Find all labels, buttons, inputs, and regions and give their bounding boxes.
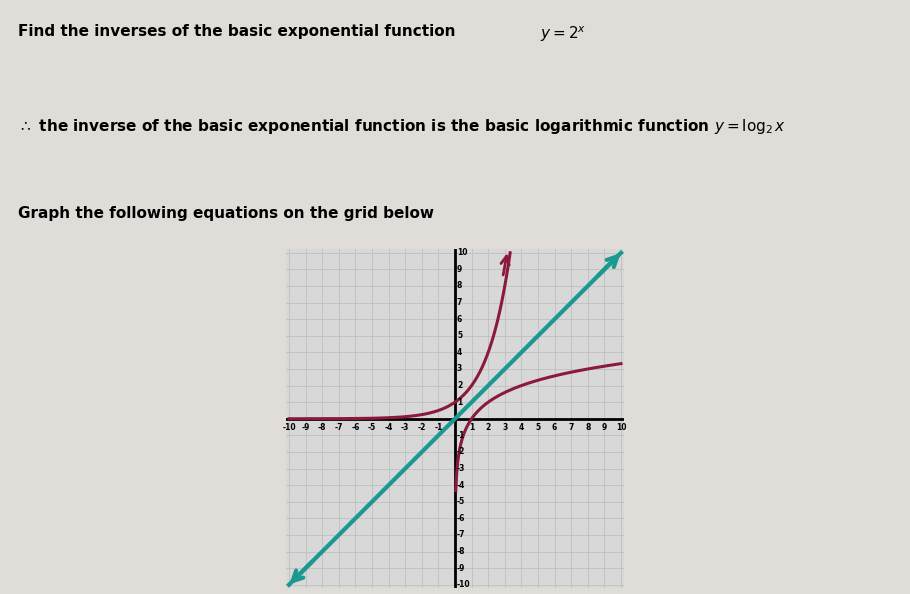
Text: 5: 5	[535, 423, 541, 432]
Text: 7: 7	[569, 423, 574, 432]
Text: 10: 10	[616, 423, 626, 432]
Text: -5: -5	[457, 497, 465, 506]
Text: 9: 9	[457, 265, 462, 274]
Text: -3: -3	[401, 423, 410, 432]
Text: -2: -2	[457, 447, 465, 456]
Text: 2: 2	[486, 423, 490, 432]
Text: $y = \log_2 x$: $y = \log_2 x$	[380, 430, 459, 452]
Text: 8: 8	[585, 423, 591, 432]
Text: 1: 1	[469, 423, 474, 432]
Text: -4: -4	[384, 423, 393, 432]
Text: $y = x$: $y = x$	[393, 357, 436, 375]
Text: 6: 6	[552, 423, 557, 432]
Text: 2: 2	[457, 381, 462, 390]
Text: -4: -4	[457, 481, 465, 489]
Text: -8: -8	[457, 547, 466, 556]
Text: -8: -8	[318, 423, 327, 432]
Text: 6: 6	[457, 315, 462, 324]
Text: 3: 3	[502, 423, 508, 432]
Text: -10: -10	[282, 423, 296, 432]
Text: 8: 8	[457, 282, 462, 290]
Text: -7: -7	[457, 530, 466, 539]
Text: Graph the following equations on the grid below: Graph the following equations on the gri…	[18, 207, 434, 222]
Text: -3: -3	[457, 464, 465, 473]
Text: 7: 7	[457, 298, 462, 307]
Text: 4: 4	[457, 348, 462, 357]
Text: 4: 4	[519, 423, 524, 432]
Text: -6: -6	[457, 514, 465, 523]
Text: -5: -5	[368, 423, 376, 432]
Text: 9: 9	[602, 423, 607, 432]
Text: 10: 10	[457, 248, 468, 257]
Text: 1: 1	[457, 397, 462, 407]
Text: $y = 2^x$: $y = 2^x$	[394, 275, 444, 298]
Text: -9: -9	[301, 423, 309, 432]
Text: 5: 5	[457, 331, 462, 340]
Text: Find the inverses of the basic exponential function: Find the inverses of the basic exponenti…	[18, 24, 460, 39]
Text: -1: -1	[457, 431, 465, 440]
Text: -6: -6	[351, 423, 359, 432]
Text: -7: -7	[335, 423, 343, 432]
Text: -10: -10	[457, 580, 470, 589]
Text: -9: -9	[457, 564, 465, 573]
Text: -1: -1	[434, 423, 442, 432]
Text: $y = 2^x$: $y = 2^x$	[540, 24, 586, 44]
Text: -2: -2	[418, 423, 426, 432]
Text: 3: 3	[457, 365, 462, 374]
Text: $\therefore$ the inverse of the basic exponential function is the basic logarith: $\therefore$ the inverse of the basic ex…	[18, 116, 786, 135]
